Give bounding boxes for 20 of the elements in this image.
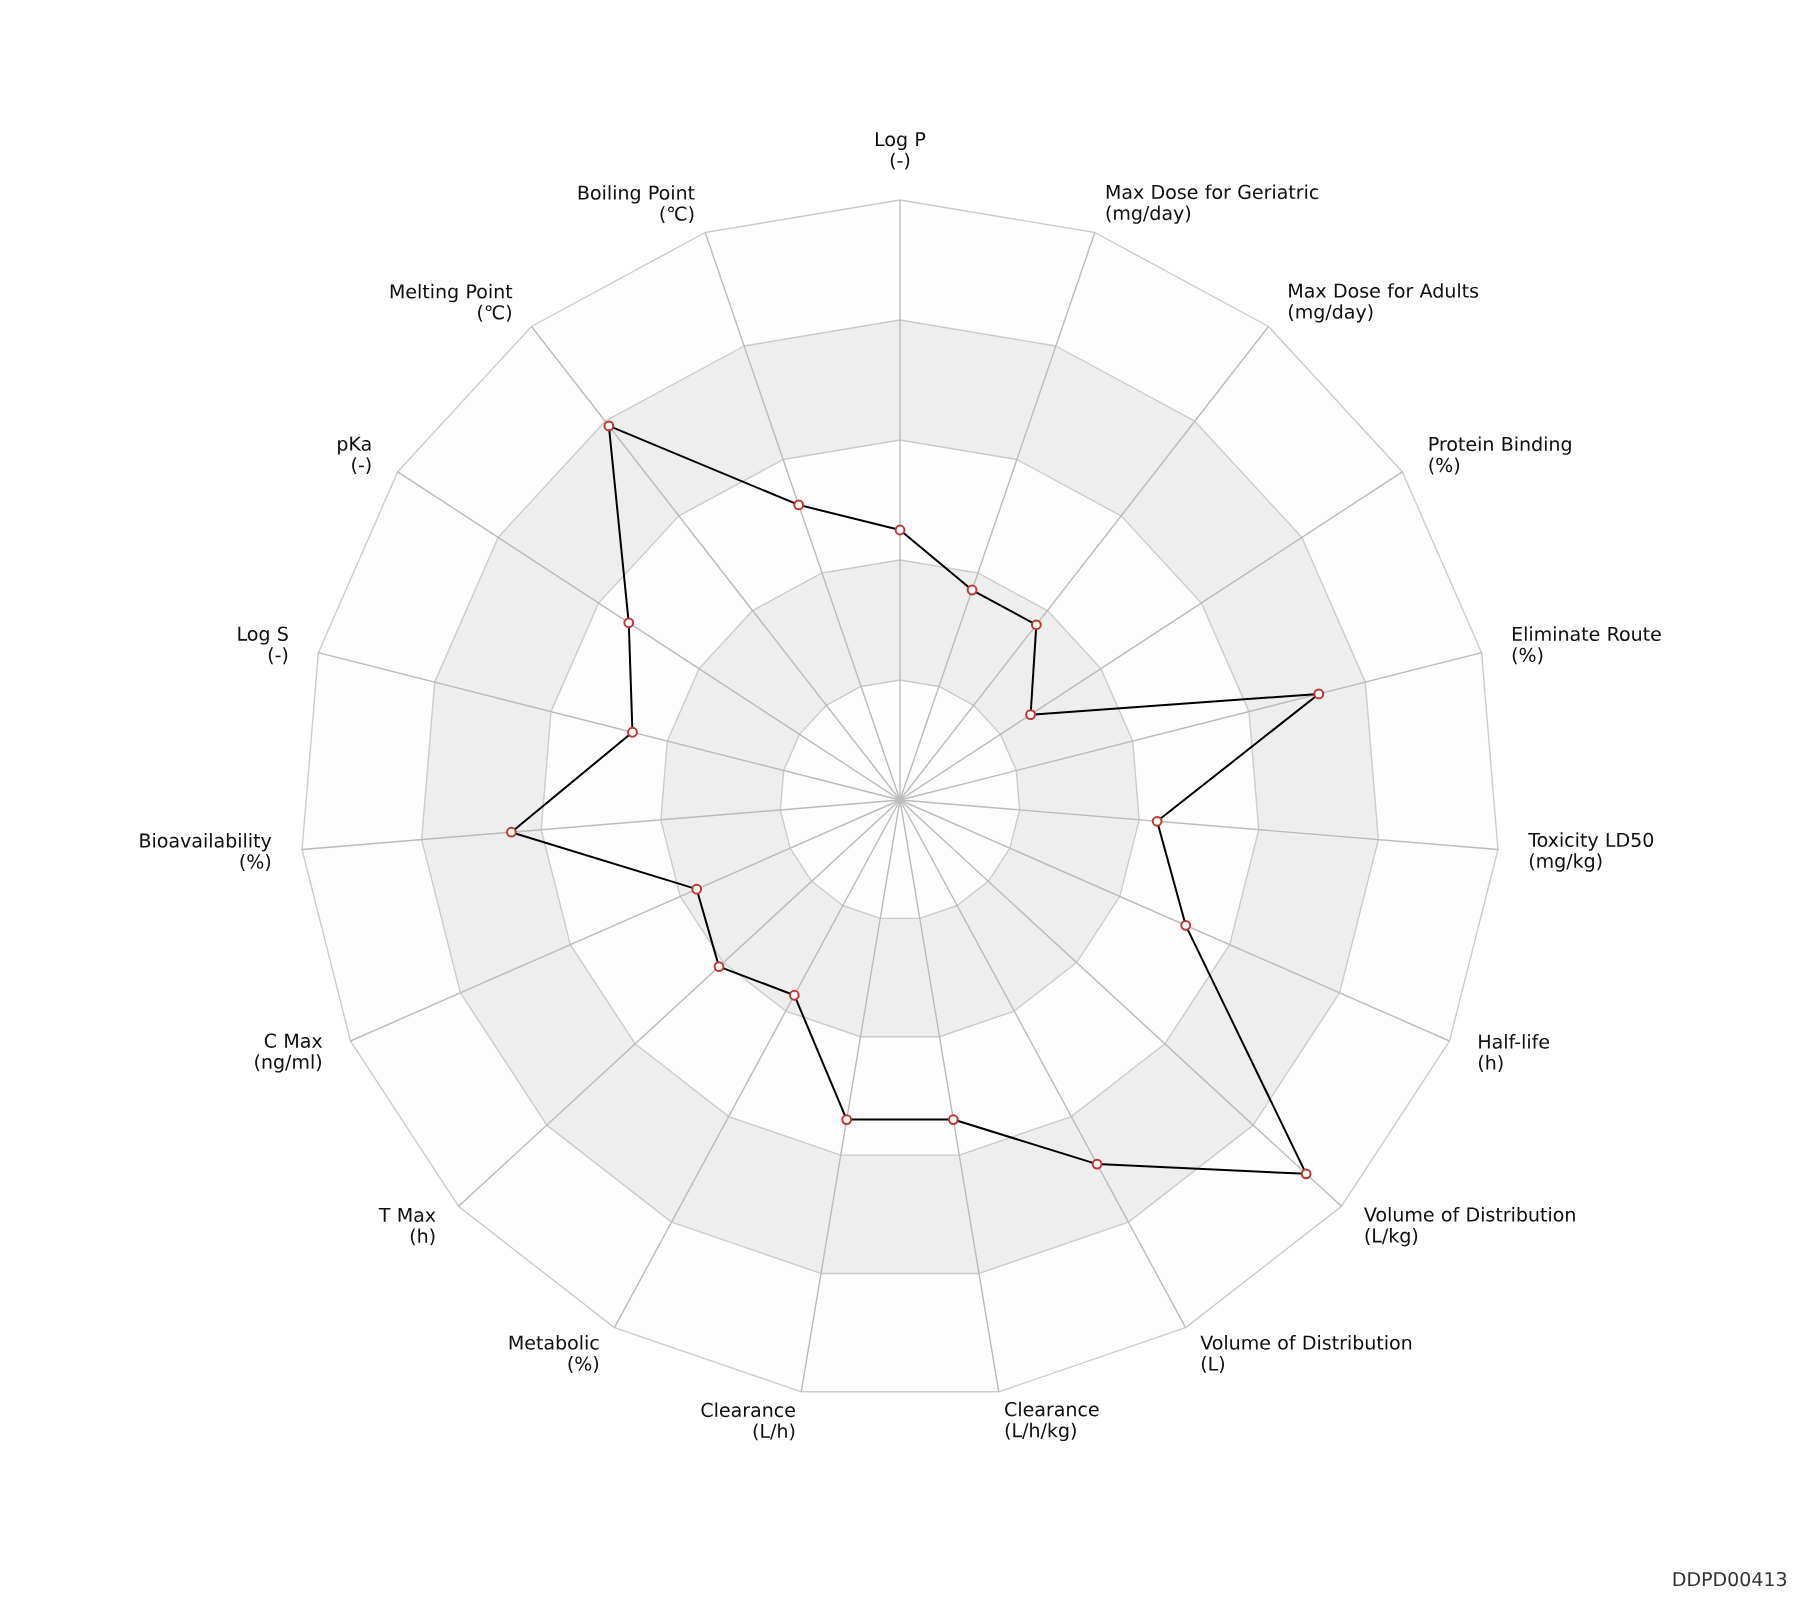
spoke-label: Max Dose for Adults (mg/day) xyxy=(1288,283,1479,323)
spoke-label: Volume of Distribution (L) xyxy=(1200,1335,1412,1374)
spoke-label: Protein Binding (%) xyxy=(1429,436,1571,475)
spoke-label: Melting Point (℃) xyxy=(390,283,513,322)
spoke-label: pKa (-) xyxy=(338,436,371,475)
spoke-label: Bioavailability (%) xyxy=(140,833,272,871)
text: DDPD00413 xyxy=(1673,1571,1787,1587)
spoke-label: Max Dose for Geriatric (mg/day) xyxy=(1106,184,1319,224)
spoke-label: Metabolic (%) xyxy=(509,1335,599,1374)
spoke-label: Boiling Point (℃) xyxy=(578,185,695,224)
spoke-label: Volume of Distribution (L/kg) xyxy=(1364,1206,1575,1247)
spoke-label: Log S (-) xyxy=(238,626,288,665)
spoke-label: Eliminate Route (%) xyxy=(1512,626,1661,665)
spoke-label: Log P (-) xyxy=(875,132,926,170)
spoke-label: C Max (ng/ml) xyxy=(255,1033,323,1073)
spoke-label: T Max (h) xyxy=(378,1207,436,1246)
spoke-label: Clearance (L/h) xyxy=(701,1402,795,1441)
spoke-label: Clearance (L/h/kg) xyxy=(1005,1401,1099,1442)
spoke-label: Half-life (h) xyxy=(1478,1034,1550,1073)
spoke-label: Toxicity LD50 (mg/kg) xyxy=(1528,832,1654,872)
